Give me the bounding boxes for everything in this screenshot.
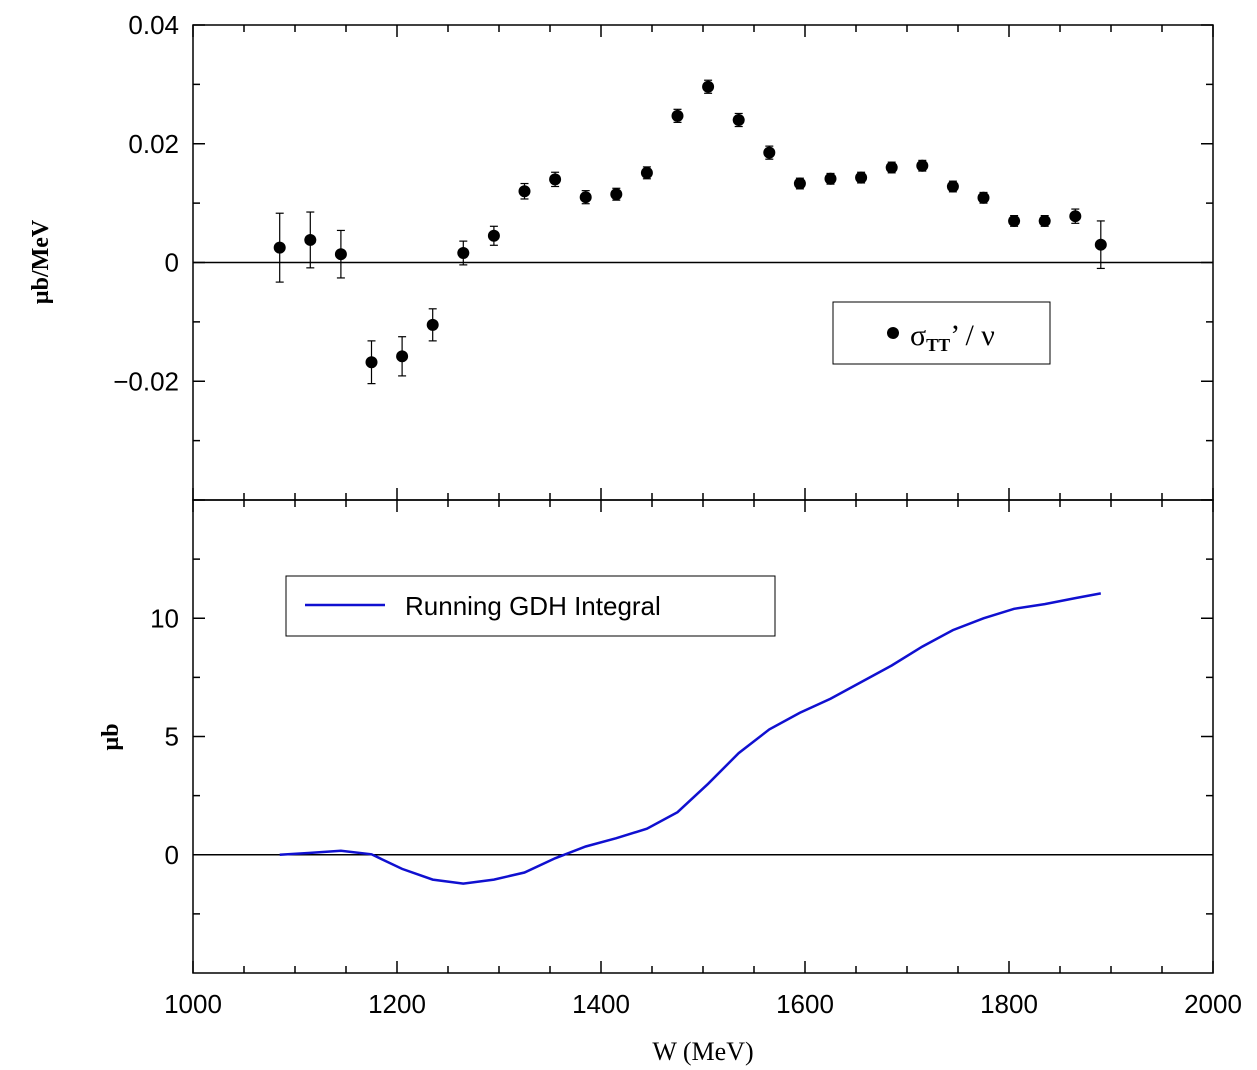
data-point bbox=[487, 229, 500, 242]
top-legend: σTT’ / ν bbox=[832, 301, 1051, 365]
data-point bbox=[855, 171, 868, 184]
data-point bbox=[1094, 238, 1107, 251]
data-point bbox=[916, 159, 929, 172]
data-point bbox=[549, 173, 562, 186]
running-gdh-integral-line bbox=[279, 592, 1102, 885]
bottom-y-tick-label: 5 bbox=[165, 722, 179, 752]
x-tick-label: 1600 bbox=[776, 989, 834, 1019]
top-y-tick-label: 0.04 bbox=[128, 10, 179, 40]
top-legend-label: σTT’ / ν bbox=[910, 319, 995, 355]
top-y-tick-labels: −0.02 0 0.02 0.04 bbox=[113, 10, 179, 396]
data-point bbox=[640, 166, 653, 179]
bottom-axis-ticks bbox=[192, 499, 1214, 973]
top-panel: −0.02 0 0.02 0.04 µb/MeV σTT’ / ν bbox=[28, 10, 1214, 501]
top-y-tick-label: 0.02 bbox=[128, 129, 179, 159]
data-point bbox=[273, 241, 286, 254]
bottom-plot-frame bbox=[192, 499, 1214, 974]
data-point bbox=[610, 188, 623, 201]
data-point bbox=[946, 180, 959, 193]
x-tick-label: 2000 bbox=[1184, 989, 1242, 1019]
data-point bbox=[518, 185, 531, 198]
data-point bbox=[732, 114, 745, 126]
data-point bbox=[426, 318, 439, 331]
bottom-y-tick-labels: 0 5 10 bbox=[150, 603, 179, 870]
data-point bbox=[304, 233, 317, 246]
top-legend-symbol: σ bbox=[910, 319, 926, 352]
x-tick-label: 1000 bbox=[164, 989, 222, 1019]
top-legend-subscript: TT bbox=[926, 335, 950, 355]
top-legend-box bbox=[832, 301, 1051, 365]
x-tick-label: 1800 bbox=[980, 989, 1038, 1019]
bottom-legend-label: Running GDH Integral bbox=[405, 591, 661, 621]
data-point bbox=[579, 191, 592, 204]
bottom-legend: Running GDH Integral bbox=[285, 575, 776, 637]
bottom-panel: 0 5 10 1000 1200 1400 1600 1800 2000 µb W (MeV)… bbox=[98, 499, 1242, 1066]
data-point bbox=[457, 247, 470, 259]
top-y-tick-label: 0 bbox=[165, 248, 179, 278]
data-point bbox=[365, 356, 378, 369]
data-point bbox=[1008, 214, 1021, 227]
bottom-y-axis-title: µb bbox=[98, 723, 124, 750]
top-legend-suffix: ’ / ν bbox=[950, 319, 995, 352]
data-point bbox=[824, 172, 837, 185]
top-y-axis-title: µb/MeV bbox=[28, 219, 54, 304]
data-point bbox=[793, 177, 806, 190]
data-point bbox=[671, 109, 684, 122]
top-data-points bbox=[273, 79, 1107, 385]
data-point bbox=[1069, 210, 1082, 223]
x-axis-title: W (MeV) bbox=[652, 1037, 753, 1066]
data-point bbox=[763, 146, 776, 159]
data-point bbox=[977, 191, 990, 204]
bottom-x-tick-labels: 1000 1200 1400 1600 1800 2000 bbox=[164, 989, 1242, 1019]
x-tick-label: 1400 bbox=[572, 989, 630, 1019]
bottom-y-tick-label: 0 bbox=[165, 840, 179, 870]
bottom-y-tick-label: 10 bbox=[150, 603, 179, 633]
top-axis-ticks bbox=[192, 24, 1214, 500]
data-point bbox=[885, 161, 898, 174]
top-legend-marker bbox=[887, 327, 899, 339]
data-point bbox=[334, 248, 347, 261]
top-y-tick-label: −0.02 bbox=[113, 366, 179, 396]
data-point bbox=[396, 350, 409, 363]
x-tick-label: 1200 bbox=[368, 989, 426, 1019]
data-point bbox=[702, 80, 715, 93]
data-point bbox=[1038, 214, 1051, 227]
